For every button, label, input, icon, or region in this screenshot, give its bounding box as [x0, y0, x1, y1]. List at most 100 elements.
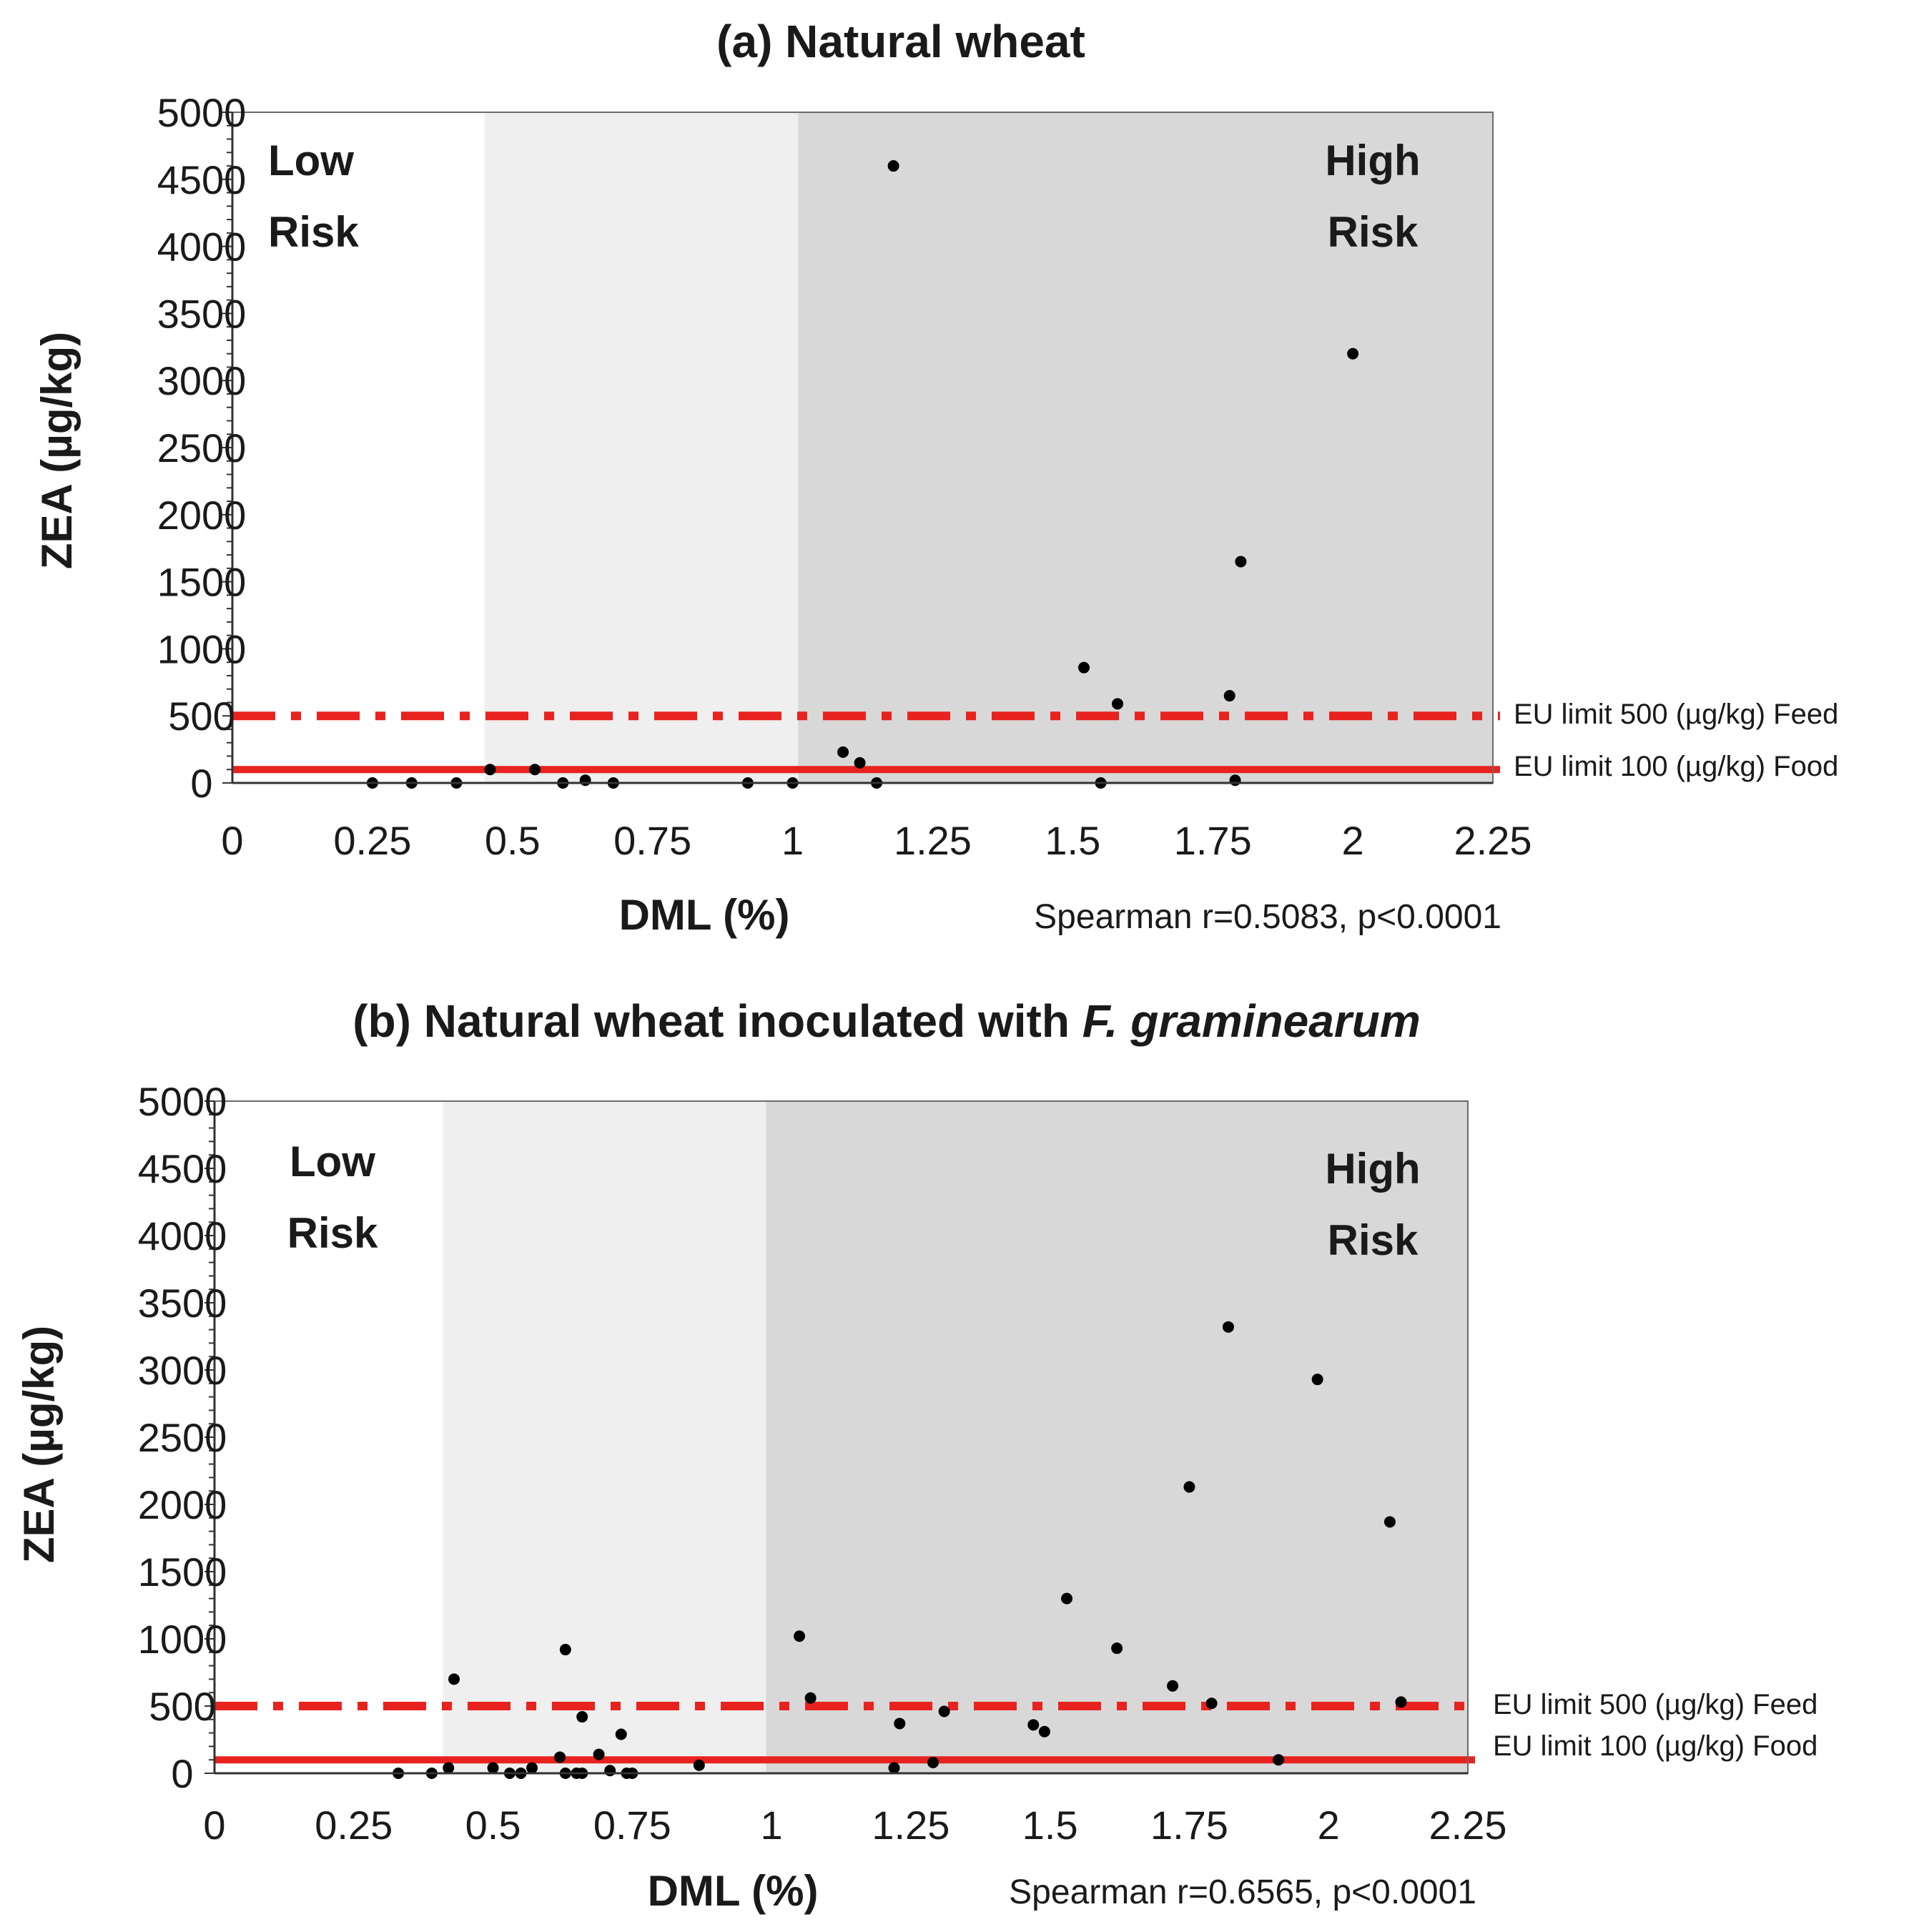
- data-point: [1273, 1754, 1285, 1766]
- y-tick-label: 500: [168, 694, 235, 739]
- data-point: [615, 1728, 627, 1740]
- x-tick-label: 2.25: [1454, 818, 1532, 863]
- x-tick-label: 0: [221, 818, 243, 863]
- data-point: [927, 1756, 939, 1768]
- data-point: [1222, 1321, 1234, 1333]
- data-point: [1111, 1642, 1123, 1655]
- x-tick-label: 1: [761, 1803, 783, 1848]
- y-tick-label: 2500: [138, 1415, 227, 1460]
- x-tick-label: 1.75: [1174, 818, 1252, 863]
- y-tick-label: 2500: [157, 425, 247, 470]
- high-risk-label: High: [1325, 1145, 1420, 1193]
- data-point: [1347, 348, 1359, 360]
- x-tick-label: 1.25: [872, 1803, 949, 1848]
- x-tick-label: 1.5: [1022, 1803, 1078, 1848]
- y-tick-label: 4500: [157, 157, 247, 202]
- spearman-stats-b: Spearman r=0.6565, p<0.0001: [1009, 1873, 1476, 1911]
- risk-zone-high: [798, 112, 1493, 783]
- y-tick-label: 4000: [138, 1213, 227, 1258]
- data-point: [1061, 1592, 1073, 1605]
- x-tick-label: 0: [203, 1803, 225, 1848]
- risk-zone-high: [766, 1101, 1468, 1773]
- x-axis-label-b: DML (%): [648, 1867, 819, 1915]
- panel-a: (a) Natural wheat Low Risk High Risk 0 50…: [33, 16, 1838, 939]
- low-risk-label-line2: Risk: [287, 1209, 378, 1257]
- y-axis-label-b: ZEA (µg/kg): [15, 1326, 63, 1563]
- y-tick-label: 4500: [138, 1146, 227, 1191]
- x-tick-label: 0.75: [613, 818, 691, 863]
- data-point: [1205, 1697, 1218, 1710]
- risk-zone-medium: [443, 1101, 766, 1773]
- data-point: [1112, 698, 1124, 710]
- data-point: [888, 1762, 900, 1774]
- x-tick-label: 2.25: [1429, 1803, 1507, 1848]
- low-risk-label-line2: Risk: [268, 208, 359, 256]
- data-point: [593, 1748, 605, 1760]
- data-point: [559, 1644, 571, 1656]
- panel-b: (b) Natural wheat inoculated with F. gra…: [15, 995, 1817, 1915]
- y-tick-label: 5000: [157, 90, 247, 135]
- x-tick-label: 0.75: [593, 1803, 671, 1848]
- high-risk-label-line2: Risk: [1328, 208, 1419, 256]
- data-point: [1078, 661, 1090, 674]
- y-tick-label: 1500: [138, 1549, 227, 1595]
- x-tick-label: 1.5: [1045, 818, 1100, 863]
- y-tick-label: 1000: [138, 1617, 227, 1662]
- data-point: [554, 1751, 566, 1763]
- data-point: [1038, 1725, 1050, 1738]
- y-tick-label: 500: [149, 1684, 215, 1729]
- data-point: [887, 160, 899, 172]
- x-tick-label: 0.25: [333, 818, 411, 863]
- y-tick-label: 3500: [138, 1281, 227, 1326]
- spearman-stats-a: Spearman r=0.5083, p<0.0001: [1034, 898, 1501, 936]
- x-tick-label: 1: [781, 818, 804, 863]
- high-risk-label-line2: Risk: [1328, 1216, 1419, 1264]
- data-point: [529, 764, 541, 776]
- data-point: [794, 1630, 806, 1642]
- data-point: [1027, 1719, 1040, 1731]
- data-point: [938, 1705, 950, 1717]
- y-tick-label: 4000: [157, 225, 247, 270]
- data-point: [1311, 1374, 1323, 1386]
- y-tick-label: 1500: [157, 560, 247, 605]
- risk-zone-medium: [484, 112, 799, 783]
- food-limit-label-a: EU limit 100 (µg/kg) Food: [1514, 751, 1838, 782]
- data-point: [1167, 1680, 1179, 1692]
- x-tick-label: 0.5: [465, 1803, 521, 1848]
- y-tick-label: 3500: [157, 291, 247, 336]
- low-risk-label: Low: [290, 1138, 375, 1186]
- data-point: [1235, 556, 1247, 568]
- data-point: [1183, 1481, 1195, 1493]
- x-tick-label: 2: [1342, 818, 1364, 863]
- risk-zone-low: [232, 112, 485, 783]
- y-axis-label-a: ZEA (µg/kg): [33, 332, 81, 569]
- data-point: [604, 1765, 616, 1777]
- data-point: [1395, 1696, 1407, 1708]
- x-tick-label: 2: [1318, 1803, 1340, 1848]
- data-point: [1223, 690, 1235, 702]
- x-tick-label: 1.25: [894, 818, 972, 863]
- data-point: [576, 1711, 588, 1723]
- data-point: [1383, 1516, 1396, 1528]
- chart-title-a: (a) Natural wheat: [716, 16, 1085, 67]
- feed-limit-label-b: EU limit 500 (µg/kg) Feed: [1493, 1689, 1817, 1720]
- chart-title-b: (b) Natural wheat inoculated with F. gra…: [352, 995, 1421, 1047]
- data-point: [854, 756, 866, 769]
- y-tick-label: 2000: [138, 1482, 227, 1527]
- y-tick-label: 5000: [138, 1079, 227, 1124]
- y-tick-label: 2000: [157, 493, 247, 538]
- y-tick-label: 3000: [157, 358, 247, 403]
- x-tick-label: 0.25: [315, 1803, 393, 1848]
- y-tick-label: 1000: [157, 626, 247, 671]
- data-point: [487, 1762, 499, 1774]
- data-point: [526, 1762, 538, 1774]
- risk-zone-low: [214, 1101, 443, 1773]
- data-point: [579, 774, 591, 787]
- x-tick-label: 1.75: [1150, 1803, 1228, 1848]
- y-tick-label: 3000: [138, 1348, 227, 1393]
- data-point: [837, 746, 849, 758]
- data-point: [1229, 774, 1241, 787]
- data-point: [894, 1717, 906, 1730]
- data-point: [443, 1762, 455, 1774]
